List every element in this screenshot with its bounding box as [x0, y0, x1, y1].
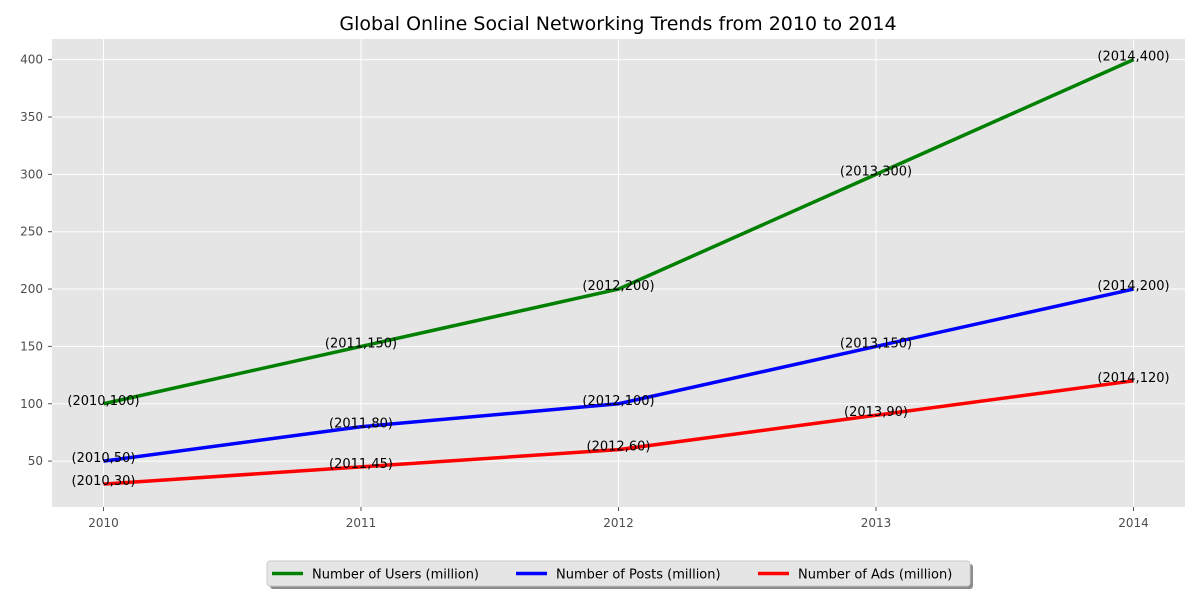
data-label: (2013,90)	[844, 405, 908, 420]
data-label: (2010,50)	[72, 451, 136, 466]
x-tick-label: 2010	[88, 516, 119, 530]
y-tick-label: 150	[20, 339, 43, 353]
series-line	[103, 58, 1135, 406]
data-label: (2010,100)	[67, 394, 139, 409]
point-annotations: (2010,100) (2011,150) (2012,200) (2013,300)…	[67, 50, 1169, 489]
data-label: (2011,150)	[325, 336, 397, 351]
chart-title: Global Online Social Networking Trends f…	[339, 13, 896, 35]
y-tick-label: 250	[20, 225, 43, 239]
x-tick-label: 2013	[861, 516, 892, 530]
legend: Number of Users (million) Number of Posts…	[266, 560, 973, 589]
data-label: (2012,200)	[582, 279, 654, 294]
series-line	[103, 287, 1134, 463]
data-label: (2010,30)	[72, 474, 136, 489]
data-label: (2014,120)	[1097, 371, 1169, 386]
y-tick-label: 350	[20, 110, 43, 124]
data-label: (2012,60)	[587, 440, 651, 455]
series-lines	[103, 58, 1135, 486]
y-tick-label: 100	[20, 397, 43, 411]
data-label: (2013,150)	[840, 336, 912, 351]
x-tick-label: 2012	[603, 516, 634, 530]
data-label: (2011,80)	[329, 417, 393, 432]
y-tick-label: 400	[20, 53, 43, 67]
data-label: (2014,400)	[1097, 50, 1169, 65]
x-tick-label: 2011	[346, 516, 377, 530]
series-line	[103, 379, 1134, 486]
data-label: (2012,100)	[582, 394, 654, 409]
y-tick-label: 200	[20, 282, 43, 296]
y-tick-label: 300	[20, 167, 43, 181]
data-label: (2011,45)	[329, 457, 393, 472]
legend-label: Number of Users (million)	[312, 568, 479, 583]
legend-box	[266, 560, 971, 587]
y-tick-label: 50	[28, 454, 43, 468]
data-label: (2013,300)	[840, 164, 912, 179]
x-tick-label: 2014	[1118, 516, 1149, 530]
legend-label: Number of Posts (million)	[556, 568, 721, 583]
gridlines	[52, 39, 1185, 507]
legend-label: Number of Ads (million)	[798, 568, 952, 583]
data-label: (2014,200)	[1097, 279, 1169, 294]
axes: 2010 2011 2012 2013 2014 50 100 150 200 250 300 350…	[20, 53, 1149, 530]
